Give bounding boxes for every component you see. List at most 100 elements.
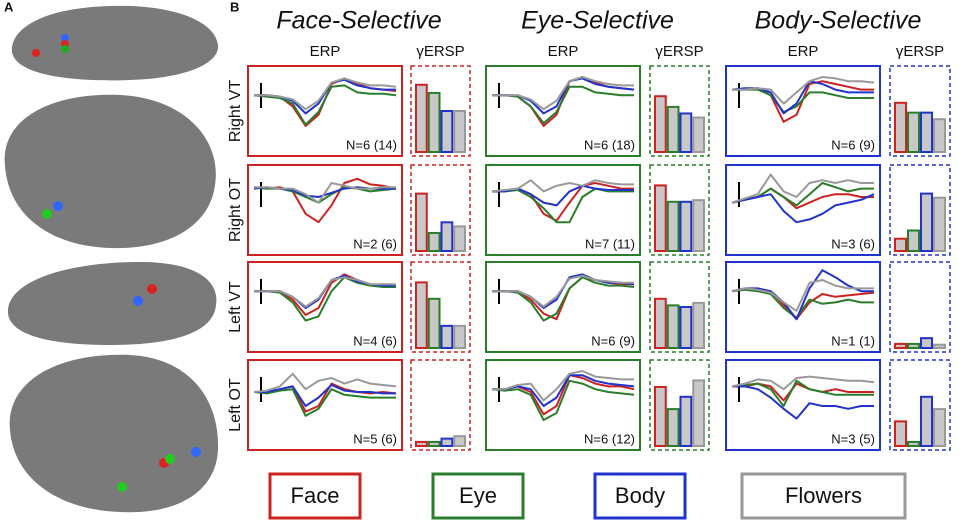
- erp-trace: [492, 187, 634, 224]
- erp-trace: [732, 76, 875, 105]
- erp-trace: [492, 370, 634, 402]
- erp-trace: [254, 77, 397, 111]
- erp-trace: [731, 193, 875, 224]
- ersp-bar: [666, 408, 680, 448]
- ersp-bar: [440, 437, 454, 447]
- erp-frame: [485, 164, 641, 256]
- erp-trace: [492, 76, 634, 111]
- erp-trace: [731, 375, 875, 391]
- ersp-bar: [692, 199, 705, 253]
- erp-trace: [492, 274, 634, 308]
- ersp-bar: [894, 237, 907, 252]
- ersp-bar: [920, 337, 933, 350]
- n-label: N=3 (5): [831, 431, 875, 446]
- row-label: Right OT: [227, 178, 244, 242]
- ersp-bar: [415, 83, 428, 153]
- electrode: [53, 201, 63, 211]
- legend-label: Face: [291, 483, 340, 508]
- erp-frame: [725, 261, 881, 353]
- ersp-bar: [907, 342, 920, 349]
- erp-trace: [732, 88, 874, 113]
- ersp-bar: [920, 395, 933, 447]
- ersp-bar: [654, 297, 667, 349]
- erp-header: ERP: [788, 43, 819, 60]
- erp-frame: [485, 65, 641, 157]
- erp-frame: [725, 359, 881, 451]
- ersp-frame: [889, 261, 951, 353]
- electrode: [32, 49, 40, 57]
- ersp-bar: [666, 105, 680, 153]
- column-title: Face-Selective: [276, 7, 441, 35]
- ersp-frame: [889, 65, 951, 157]
- erp-frame: [247, 65, 403, 157]
- row-label: Left VT: [227, 281, 244, 333]
- ersp-bar: [415, 440, 428, 447]
- legend-box: [431, 472, 525, 520]
- ersp-bar: [453, 110, 466, 153]
- ersp-bar: [933, 343, 946, 350]
- column-title: Body-Selective: [755, 7, 922, 35]
- ersp-frame: [889, 164, 951, 256]
- erp-trace: [491, 379, 635, 421]
- brain: [11, 5, 219, 81]
- ersp-bar: [692, 379, 705, 447]
- electrode: [117, 482, 127, 492]
- erp-frame: [725, 65, 881, 157]
- column-title: Eye-Selective: [521, 7, 674, 35]
- ersp-bar: [894, 342, 907, 349]
- ersp-frame: [410, 359, 471, 451]
- brain-renderings: [4, 5, 219, 513]
- erp-frame: [485, 261, 641, 353]
- electrode: [147, 284, 157, 294]
- ersp-bar: [907, 111, 920, 153]
- ersp-bar: [679, 306, 693, 349]
- ersp-bar: [427, 231, 441, 253]
- ersp-bar: [666, 200, 680, 253]
- ersp-frame: [649, 261, 710, 353]
- n-label: N=1 (1): [831, 333, 875, 348]
- electrode: [165, 454, 175, 464]
- erp-frame: [247, 359, 403, 451]
- ersp-bar: [453, 435, 466, 448]
- ersp-bar: [933, 196, 946, 252]
- brain: [4, 94, 216, 249]
- ersp-frame: [889, 359, 951, 451]
- ersp-bar: [907, 229, 920, 252]
- ersp-frame: [410, 65, 471, 157]
- erp-frame: [485, 359, 641, 451]
- erp-trace: [731, 173, 874, 204]
- legend-box: [593, 472, 687, 520]
- ersp-bar: [679, 395, 693, 447]
- panel-label: B: [230, 0, 239, 14]
- n-label: N=7 (11): [585, 236, 635, 251]
- n-label: N=5 (6): [353, 431, 397, 446]
- n-label: N=6 (18): [584, 137, 635, 152]
- ersp-bar: [666, 304, 680, 349]
- erp-trace: [491, 179, 634, 193]
- legend-label: Eye: [459, 483, 497, 508]
- ersp-bar: [920, 192, 933, 253]
- erp-trace: [492, 85, 634, 125]
- ersp-bar: [692, 301, 705, 349]
- electrode: [61, 34, 69, 42]
- electrode: [42, 209, 52, 219]
- erp-trace: [731, 269, 874, 321]
- ersp-bar: [654, 385, 667, 447]
- ersp-bar: [453, 324, 466, 349]
- erp-header: ERP: [310, 43, 341, 60]
- ersp-bar: [920, 111, 933, 153]
- erp-trace: [731, 279, 874, 312]
- ersp-bar: [654, 184, 667, 252]
- row-label: Right VT: [227, 80, 244, 142]
- ersp-bar: [427, 91, 441, 153]
- legend-box: [268, 472, 362, 520]
- ersp-bar: [894, 101, 907, 154]
- erp-trace: [732, 385, 874, 420]
- ersp-bar: [679, 112, 693, 153]
- electrode: [133, 296, 143, 306]
- erp-trace: [492, 374, 635, 407]
- erp-frame: [247, 261, 403, 353]
- ersp-bar: [415, 281, 428, 349]
- erp-trace: [492, 276, 635, 322]
- ersp-frame: [649, 65, 710, 157]
